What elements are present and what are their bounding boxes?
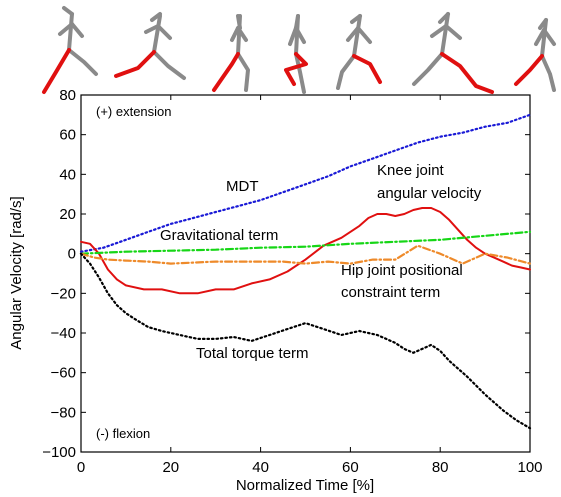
extension-note: (+) extension bbox=[96, 104, 172, 119]
x-tick-label: 0 bbox=[77, 459, 85, 476]
y-tick-label: −40 bbox=[51, 325, 76, 342]
series-line-mdt bbox=[79, 113, 532, 253]
knee-label-line1: Knee joint bbox=[377, 162, 445, 179]
series-line-total bbox=[79, 252, 532, 430]
stick-figure-6 bbox=[412, 12, 494, 94]
stick-figure-3 bbox=[212, 14, 250, 92]
x-tick-label: 60 bbox=[342, 459, 359, 476]
y-axis-title: Angular Velocity [rad/s] bbox=[8, 196, 25, 349]
hip-label-line2: constraint term bbox=[341, 284, 440, 301]
stick-figure-5 bbox=[336, 14, 382, 90]
stick-figure-2 bbox=[114, 12, 186, 80]
knee-label-line2: angular velocity bbox=[377, 185, 482, 202]
stick-figure-7 bbox=[514, 18, 556, 92]
mdt-label: MDT bbox=[226, 178, 259, 195]
x-tick-label: 40 bbox=[252, 459, 269, 476]
x-axis-title: Normalized Time [%] bbox=[236, 477, 374, 494]
y-tick-label: 60 bbox=[59, 127, 76, 144]
y-tick-label: −80 bbox=[51, 404, 76, 421]
gravitational-label: Gravitational term bbox=[160, 227, 278, 244]
data-series bbox=[79, 113, 532, 430]
flexion-note: (-) flexion bbox=[96, 426, 150, 441]
y-tick-label: −20 bbox=[51, 285, 76, 302]
axis-ticks: 0 20 40 60 80 100 80 60 40 20 0 −20 −40 −60 −80 −100 bbox=[42, 87, 542, 476]
y-tick-label: 80 bbox=[59, 87, 76, 104]
x-tick-label: 100 bbox=[517, 459, 542, 476]
y-tick-label: 0 bbox=[68, 246, 76, 263]
y-tick-label: 20 bbox=[59, 206, 76, 223]
series-line-gravitational bbox=[79, 230, 532, 255]
y-tick-label: 40 bbox=[59, 166, 76, 183]
y-tick-label: −100 bbox=[42, 444, 76, 461]
stick-figure-1 bbox=[42, 6, 98, 94]
total-label: Total torque term bbox=[196, 345, 309, 362]
series-line-hip bbox=[79, 244, 532, 265]
running-stick-figures bbox=[42, 6, 556, 94]
x-tick-label: 20 bbox=[162, 459, 179, 476]
stick-figure-4 bbox=[284, 14, 308, 94]
x-tick-label: 80 bbox=[432, 459, 449, 476]
plot-frame bbox=[80, 94, 531, 453]
y-tick-label: −60 bbox=[51, 365, 76, 382]
series-line-knee bbox=[80, 207, 531, 295]
hip-label-line1: Hip joint positional bbox=[341, 262, 463, 279]
